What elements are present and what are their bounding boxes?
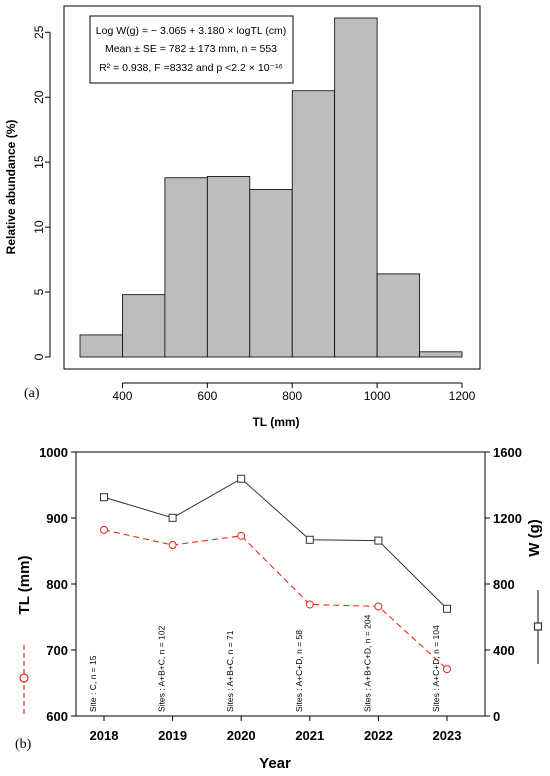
- site-annotation: Site : C, n = 15: [88, 655, 98, 712]
- tl-point-marker: [305, 600, 314, 609]
- right-y-tick-label: 400: [493, 643, 515, 658]
- site-annotation: Sites : A+B+C+D, n = 204: [362, 614, 372, 712]
- line-chart: 600 700 800 900 1000 0 400 800 1200 1600 2018 2019 2…: [15, 445, 543, 772]
- histogram-bars: [79, 17, 463, 358]
- y-tick-label: 0: [32, 353, 46, 360]
- y-tick-label: 20: [32, 90, 46, 104]
- histogram-bar: [419, 351, 463, 358]
- year-tick-label: 2018: [90, 728, 119, 743]
- site-annotation: Sites : A+C+D, n = 104: [431, 625, 441, 712]
- histogram-bar: [249, 189, 293, 358]
- panel-a-label: (a): [24, 386, 40, 401]
- x-tick-label: 1200: [449, 389, 476, 403]
- histogram-bar: [291, 90, 336, 358]
- w-series-line: [103, 478, 448, 610]
- left-axis-legend: TL (mm): [16, 556, 33, 714]
- tl-point-marker: [374, 602, 383, 611]
- tl-point-marker: [237, 531, 246, 540]
- stats-box-border: [89, 15, 294, 84]
- x-tick-label: 600: [197, 389, 217, 403]
- histogram-chart: 0 5 10 15 20 25 400 600 800 1000 1200 Relative abu…: [4, 5, 481, 429]
- tl-axis-title: TL (mm): [16, 556, 33, 615]
- w-axis-title: W (g): [526, 519, 543, 556]
- year-tick-label: 2020: [227, 728, 256, 743]
- site-annotation: Sites : A+B+C, n = 102: [157, 625, 167, 712]
- tl-series-line: [103, 529, 448, 670]
- x-tick-label: 400: [112, 389, 132, 403]
- year-tick-label: 2022: [364, 728, 393, 743]
- w-point-marker: [237, 474, 246, 483]
- right-y-tick-label: 0: [493, 709, 500, 724]
- tl-point-marker: [168, 541, 177, 550]
- year-axis-title: Year: [259, 755, 291, 772]
- site-annotation: Sites : A+C+D, n = 58: [294, 630, 304, 712]
- year-tick-label: 2021: [295, 728, 324, 743]
- stats-mean: Mean ± SE = 782 ± 173 mm, n = 553: [105, 43, 277, 55]
- year-tick-label: 2023: [433, 728, 462, 743]
- stats-regression: R² = 0.938, F =8332 and p <2.2 × 10⁻¹⁶: [99, 62, 283, 74]
- right-y-tick-label: 1600: [493, 445, 522, 460]
- line-chart-axes: 600 700 800 900 1000 0 400 800 1200 1600 2018 2019 2…: [39, 445, 522, 743]
- histogram-bar: [376, 273, 420, 358]
- left-y-tick-label: 1000: [39, 445, 68, 460]
- tl-legend-marker: [19, 673, 29, 683]
- left-y-tick-label: 900: [46, 511, 68, 526]
- w-point-marker: [443, 604, 451, 613]
- y-axis-title: Relative abundance (%): [4, 120, 18, 255]
- y-tick-label: 25: [32, 25, 46, 39]
- histogram-bar: [206, 176, 251, 358]
- histogram-bar: [164, 177, 208, 358]
- histogram-bar: [79, 334, 123, 358]
- histogram-bar: [334, 17, 378, 358]
- stats-equation: Log W(g) = − 3.065 + 3.180 × logTL (cm): [96, 25, 286, 37]
- right-y-tick-label: 800: [493, 577, 515, 592]
- x-axis-title: TL (mm): [252, 415, 299, 429]
- y-tick-label: 10: [32, 220, 46, 234]
- histogram-frame: [63, 5, 481, 370]
- regression-stats-box: Log W(g) = − 3.065 + 3.180 × logTL (cm) …: [89, 15, 294, 84]
- w-point-marker: [168, 513, 177, 522]
- x-tick-label: 1000: [364, 389, 391, 403]
- year-tick-label: 2019: [158, 728, 187, 743]
- histogram-axes: 0 5 10 15 20 25 400 600 800 1000 1200: [32, 25, 475, 403]
- w-point-marker: [100, 493, 108, 502]
- w-legend-marker: [533, 622, 543, 631]
- site-annotations: Site : C, n = 15 Sites : A+B+C, n = 102 Si…: [88, 614, 441, 712]
- left-y-tick-label: 600: [46, 709, 68, 724]
- w-point-marker: [374, 536, 383, 545]
- left-y-tick-label: 700: [46, 643, 68, 658]
- site-annotation: Sites : A+B+C, n = 71: [225, 630, 235, 712]
- panel-b-label: (b): [15, 737, 32, 752]
- w-point-marker: [305, 535, 314, 544]
- x-tick-label: 800: [282, 389, 302, 403]
- y-tick-label: 15: [32, 155, 46, 169]
- y-tick-label: 5: [32, 288, 46, 295]
- right-axis-legend: W (g): [526, 519, 543, 664]
- left-y-tick-label: 800: [46, 577, 68, 592]
- line-chart-frame: [75, 451, 486, 717]
- histogram-bar: [122, 294, 166, 358]
- tl-point-marker: [100, 525, 108, 534]
- tl-point-marker: [443, 665, 451, 674]
- line-series: [100, 474, 451, 674]
- right-y-tick-label: 1200: [493, 511, 522, 526]
